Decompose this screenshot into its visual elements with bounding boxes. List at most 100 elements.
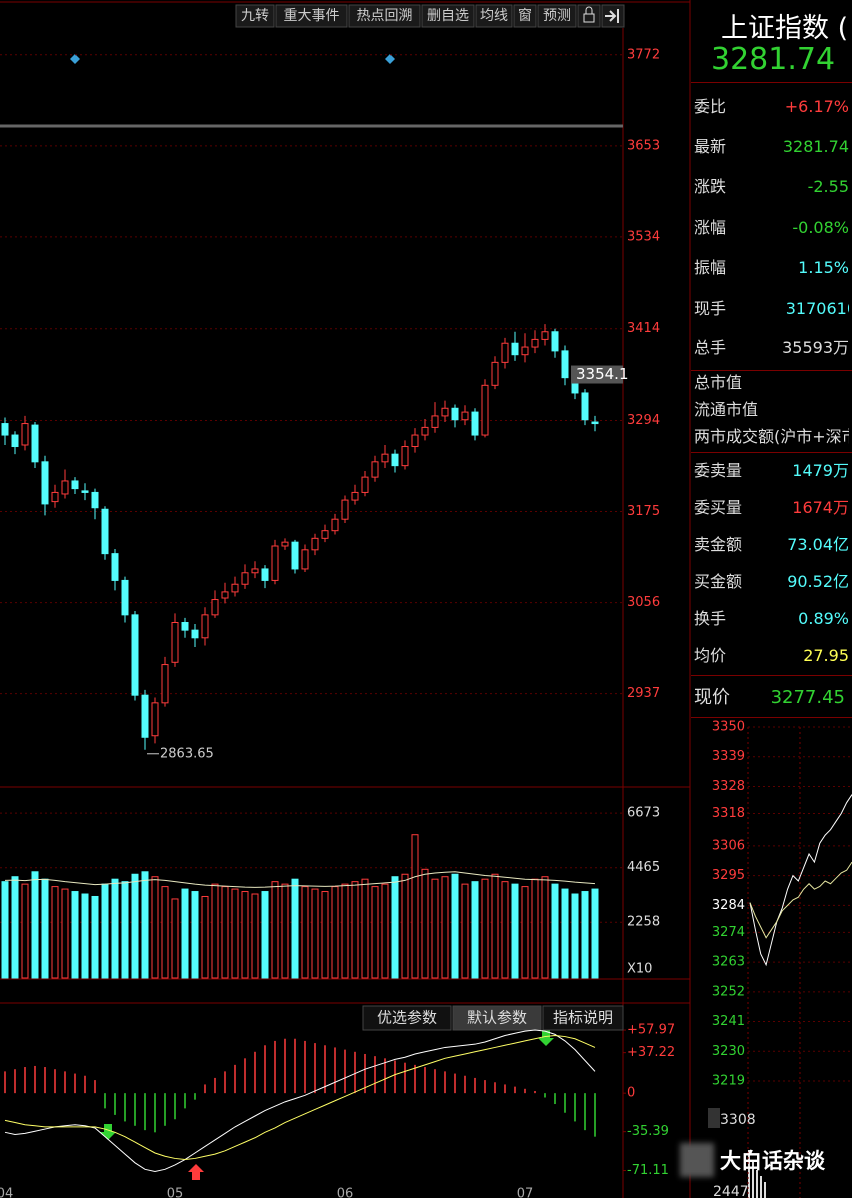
toolbar-button[interactable]: [235, 4, 275, 28]
row-label: 均价: [694, 646, 727, 665]
volume-bar: [101, 883, 109, 979]
volume-bar: [211, 883, 219, 979]
volume-bar: [91, 895, 99, 979]
indicator-button[interactable]: [542, 1005, 624, 1031]
toolbar-button[interactable]: [275, 4, 348, 28]
quote-row: 最新 3281.74: [694, 135, 849, 159]
row-label: 委比: [694, 97, 727, 116]
y-tick-label: 3175: [627, 504, 660, 519]
price-marker-label: 3354.1: [576, 365, 629, 383]
side-label: 2447: [713, 1184, 749, 1198]
indicator-button[interactable]: [362, 1005, 452, 1031]
candle-body: [371, 461, 379, 478]
watermark: 大白话杂谈: [720, 1149, 825, 1173]
candle-body: [251, 568, 259, 574]
row-value: 1479万: [792, 461, 849, 480]
volume-bar: [561, 888, 569, 979]
volume-bar: [291, 878, 299, 979]
lock-button[interactable]: [577, 4, 601, 28]
lock-icon: [585, 6, 593, 14]
volume-bar: [141, 871, 149, 979]
side-label: 3308: [720, 1112, 756, 1128]
price-marker: [571, 365, 623, 384]
candle-body: [141, 694, 149, 738]
y-tick-label: 3056: [627, 595, 660, 610]
candle-body: [491, 361, 499, 386]
y-tick-label: 3284: [712, 898, 745, 913]
quote-row: 委比 +6.17%: [694, 95, 849, 119]
candle-body: [471, 411, 479, 436]
volume-bar: [531, 878, 539, 979]
x-tick-label: 04: [0, 1187, 13, 1198]
volume-bar: [511, 883, 519, 979]
toolbar-label: 预测: [543, 8, 571, 24]
indicator-button-label: 默认参数: [467, 1009, 527, 1027]
candle-body: [481, 384, 489, 436]
volume-bar: [71, 891, 79, 979]
row-value: 73.04亿: [787, 535, 849, 554]
volume-bar: [231, 888, 239, 979]
indicator-button[interactable]: [452, 1005, 542, 1031]
candle-body: [191, 629, 199, 639]
y-tick-label: 3295: [712, 868, 745, 883]
y-tick-label: 2937: [627, 686, 660, 701]
candle-body: [391, 453, 399, 467]
y-tick-label: 2258: [627, 915, 660, 930]
row-label: 委买量: [694, 498, 743, 517]
volume-bar: [401, 873, 409, 979]
volume-bar: [271, 881, 279, 979]
y-tick-label: -71.11: [627, 1163, 669, 1178]
quote-row: 现手 3170610: [694, 297, 849, 321]
candle-body: [91, 491, 99, 509]
candle-body: [281, 541, 289, 547]
volume-bar: [361, 878, 369, 979]
volume-bar: [61, 888, 69, 979]
volume-bar: [1, 881, 9, 979]
exit-icon: [605, 9, 619, 23]
volume-bar: [341, 883, 349, 979]
volume-bar: [451, 873, 459, 979]
volume-bar: [261, 891, 269, 979]
order-row: 均价 27.95: [694, 644, 849, 668]
toolbar-button[interactable]: [348, 4, 421, 28]
y-tick-label: 3219: [712, 1074, 745, 1089]
candle-body: [161, 664, 169, 704]
quote-row: 振幅 1.15%: [694, 256, 849, 280]
volume-bar: [191, 891, 199, 979]
volume-bar: [301, 886, 309, 979]
volume-bar: [491, 873, 499, 979]
quote-panel: 上证指数 ( 3281.74 委比 +6.17% 最新 3281.74 涨跌 -2.5…: [691, 0, 852, 1198]
candle-body: [551, 331, 559, 352]
toolbar-button[interactable]: [475, 4, 513, 28]
order-row: 换手 0.89%: [694, 607, 849, 631]
volume-bar: [171, 898, 179, 979]
quote-row: 总手 35593万: [694, 336, 849, 360]
candle-body: [111, 553, 119, 581]
toolbar-button[interactable]: [513, 4, 537, 28]
volume-bar: [581, 891, 589, 979]
candle-body: [211, 599, 219, 616]
dea-line: [4, 1034, 596, 1161]
quote-row: 涨幅 -0.08%: [694, 216, 849, 240]
volume-bar: [551, 883, 559, 979]
candle-body: [241, 572, 249, 585]
volume-bar: [281, 883, 289, 979]
toolbar-button[interactable]: [537, 4, 577, 28]
volume-bar: [441, 876, 449, 979]
y-tick-label: 3241: [712, 1014, 745, 1029]
candle-body: [121, 579, 129, 616]
toolbar-button[interactable]: [421, 4, 475, 28]
candle-body: [61, 480, 69, 495]
y-tick-label: -35.39: [627, 1124, 669, 1139]
low-label: 2863.65: [160, 746, 214, 761]
volume-bar: [241, 891, 249, 979]
order-row: 委买量 1674万: [694, 496, 849, 520]
y-tick-label: 3274: [712, 925, 745, 940]
y-tick-label: 6673: [627, 806, 660, 821]
separator: [691, 452, 852, 453]
separator: [691, 370, 852, 371]
y-tick-label: +37.22: [627, 1045, 675, 1060]
volume-bar: [121, 881, 129, 979]
y-tick-label: 0: [627, 1086, 635, 1101]
